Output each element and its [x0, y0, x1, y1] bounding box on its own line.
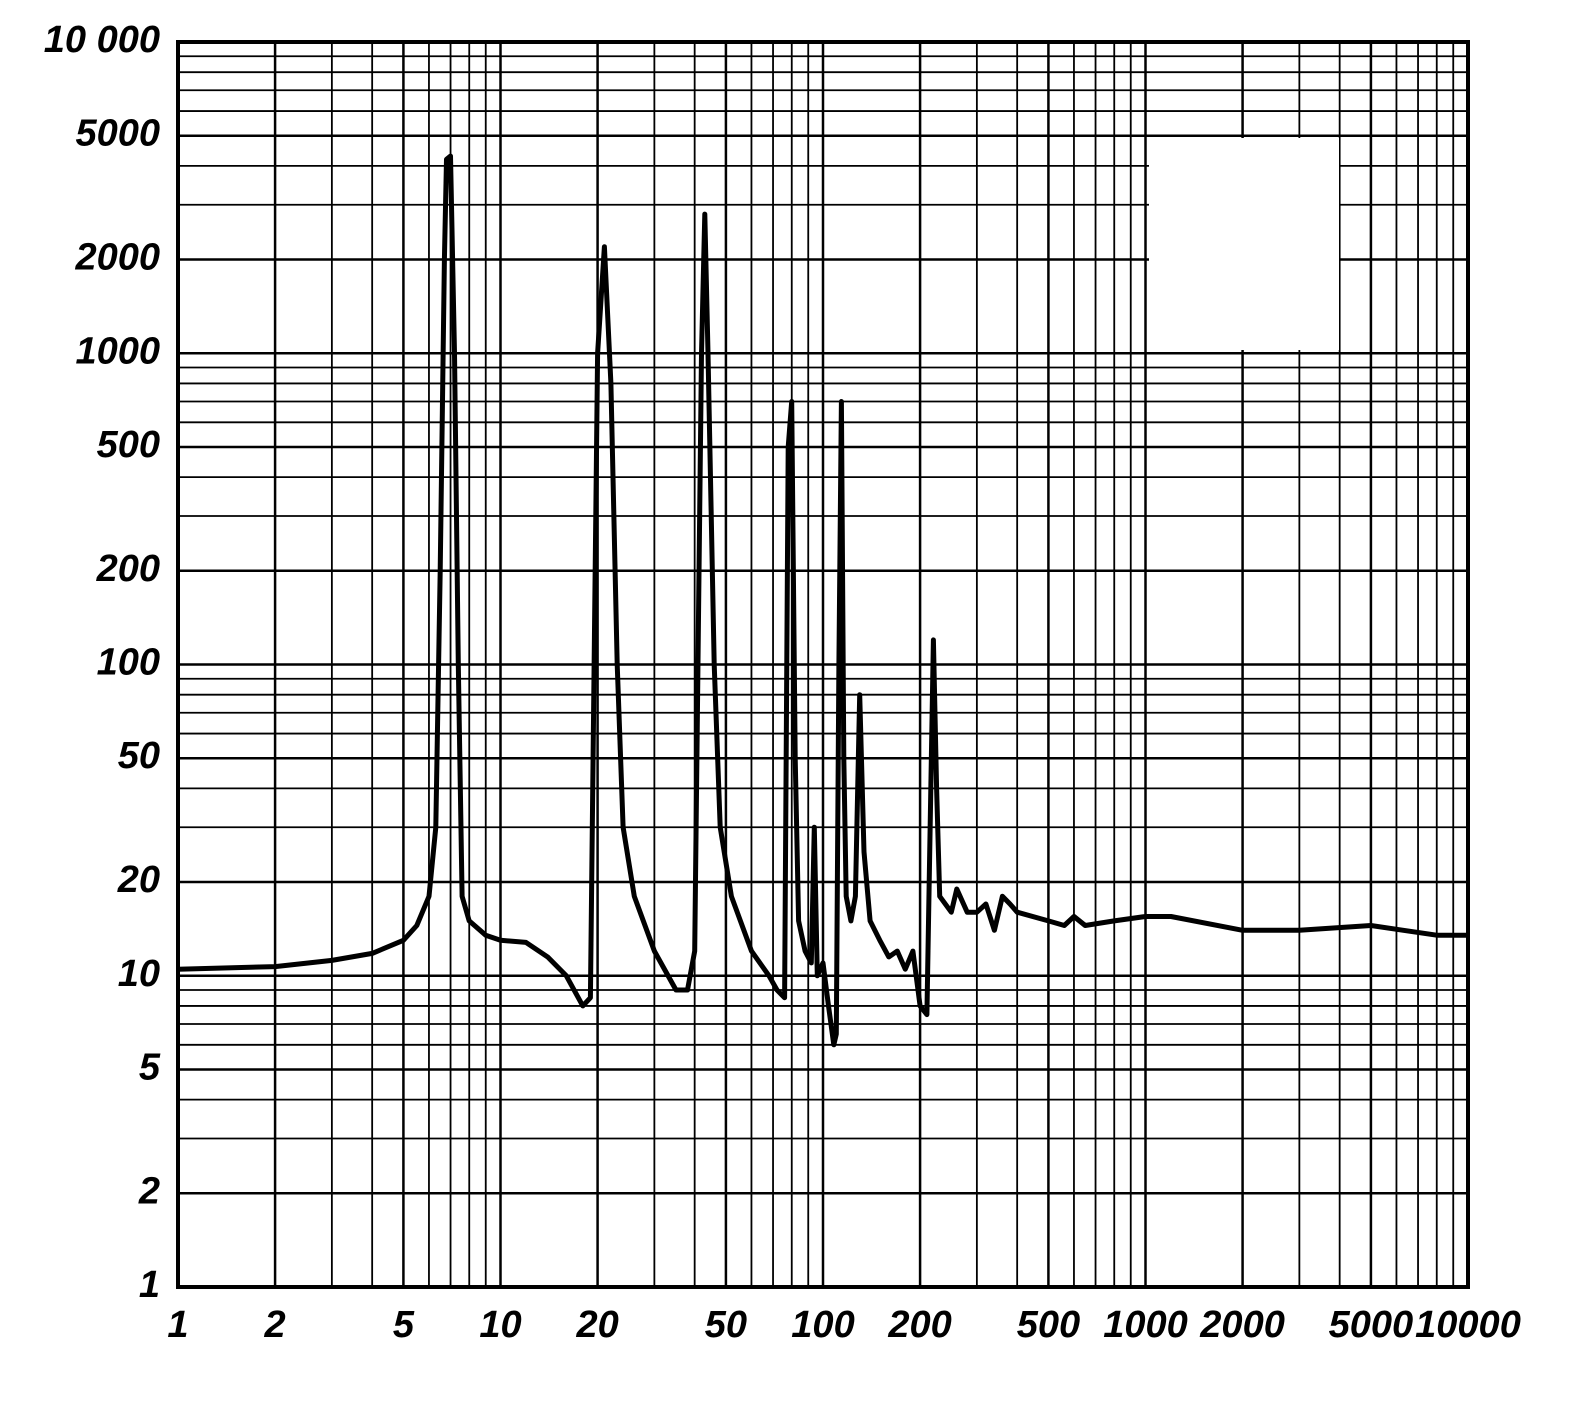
x-tick-label: 10000 — [1415, 1304, 1521, 1346]
y-tick-label: 200 — [96, 548, 160, 590]
x-tick-label: 50 — [705, 1304, 747, 1346]
plot-frame — [176, 40, 1470, 1289]
data-line — [177, 153, 1468, 1048]
y-tick-label: 1000 — [75, 330, 160, 372]
y-tick-label: 5000 — [75, 113, 160, 155]
y-tick-label: 100 — [97, 642, 160, 684]
x-tick-label: 10 — [479, 1304, 521, 1346]
x-tick-label: 100 — [791, 1304, 854, 1346]
y-tick-label: 50 — [118, 735, 160, 777]
y-tick-label: 500 — [97, 424, 160, 466]
x-tick-label: 20 — [575, 1304, 618, 1346]
y-tick-label: 5 — [139, 1046, 161, 1088]
blank-panel — [1149, 138, 1339, 350]
x-tick-label: 2 — [264, 1304, 286, 1346]
y-tick-label: 10 — [118, 953, 160, 995]
x-tick-label: 500 — [1017, 1304, 1080, 1346]
x-tick-label: 1000 — [1103, 1304, 1188, 1346]
x-tick-label: 5 — [393, 1304, 415, 1346]
y-tick-label: 1 — [139, 1264, 160, 1306]
y-tick-label: 2 — [138, 1170, 160, 1212]
x-tick-label: 5000 — [1329, 1304, 1414, 1346]
y-tick-label: 20 — [117, 859, 160, 901]
x-tick-label: 200 — [887, 1304, 951, 1346]
x-tick-label: 2000 — [1199, 1304, 1285, 1346]
x-tick-label: 1 — [167, 1304, 188, 1346]
y-tick-label: 10 000 — [44, 19, 160, 61]
y-tick-label: 2000 — [74, 237, 160, 279]
